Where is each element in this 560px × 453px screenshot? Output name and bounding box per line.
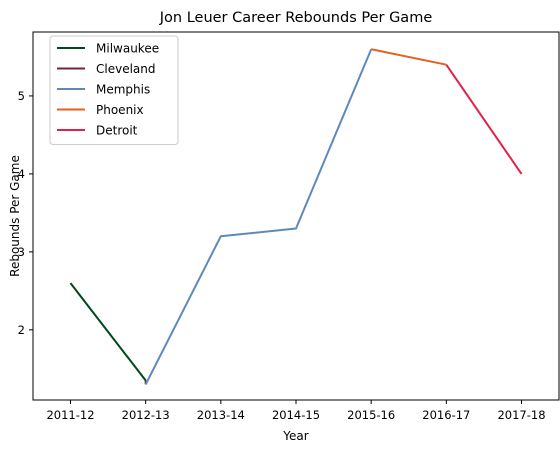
x-axis-label: Year [282,429,308,443]
y-tick-label: 4 [18,167,25,181]
series-line-4 [445,64,523,175]
y-tick-label: 5 [18,89,25,103]
x-tick-label: 2013-14 [197,408,245,422]
legend-label: Memphis [96,83,150,97]
y-tick-label: 2 [18,323,25,337]
chart-title: Jon Leuer Career Rebounds Per Game [159,10,433,26]
plot-area [69,48,523,385]
x-tick-label: 2012-13 [122,408,170,422]
x-tick-label: 2017-18 [497,408,545,422]
y-axis: 2 3 4 5 [18,89,33,337]
series-line-3 [370,48,447,66]
legend-label: Cleveland [96,62,156,76]
legend: Milwaukee Cleveland Memphis Phoenix Detroit [49,35,179,145]
series-line-2 [144,48,373,385]
x-tick-label: 2016-17 [422,408,470,422]
x-tick-label: 2014-15 [272,408,320,422]
series-line-0 [69,282,147,382]
legend-label: Detroit [96,124,138,138]
legend-box [49,35,179,145]
y-tick-label: 3 [18,245,25,259]
x-tick-label: 2015-16 [347,408,395,422]
x-axis: 2011-12 2012-13 2013-14 2014-15 2015-16 2016-… [46,400,546,422]
y-axis-label: Rebounds Per Game [8,155,22,277]
legend-label: Milwaukee [96,42,159,56]
x-tick-label: 2011-12 [46,408,94,422]
legend-label: Phoenix [96,103,144,117]
